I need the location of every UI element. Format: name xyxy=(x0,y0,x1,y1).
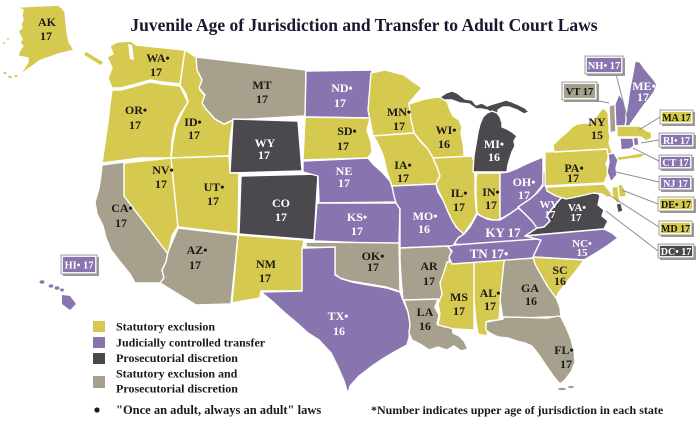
svg-text:AL•: AL• xyxy=(480,286,501,300)
svg-text:GA: GA xyxy=(521,281,539,295)
svg-text:MS: MS xyxy=(450,290,468,304)
svg-text:MI•: MI• xyxy=(484,137,504,151)
svg-text:AZ•: AZ• xyxy=(187,243,208,257)
svg-text:16: 16 xyxy=(418,222,430,236)
svg-text:17: 17 xyxy=(485,198,497,212)
svg-text:17: 17 xyxy=(258,148,270,162)
svg-text:PA•: PA• xyxy=(564,161,583,175)
svg-text:17: 17 xyxy=(351,224,363,238)
svg-text:MD 17: MD 17 xyxy=(661,224,690,235)
svg-text:15: 15 xyxy=(577,247,589,259)
svg-text:CT 17: CT 17 xyxy=(662,158,688,169)
svg-text:ND•: ND• xyxy=(331,81,353,95)
svg-text:17: 17 xyxy=(129,118,141,132)
svg-text:TX•: TX• xyxy=(328,309,349,323)
svg-text:16: 16 xyxy=(419,319,431,333)
svg-text:WA•: WA• xyxy=(146,51,170,65)
svg-text:17: 17 xyxy=(115,216,127,230)
svg-text:WV: WV xyxy=(540,199,559,211)
svg-text:MO•: MO• xyxy=(413,209,438,223)
svg-text:NE: NE xyxy=(336,164,353,178)
svg-text:17: 17 xyxy=(337,139,349,153)
svg-text:17: 17 xyxy=(560,357,572,371)
svg-text:17: 17 xyxy=(571,212,583,224)
svg-text:16: 16 xyxy=(438,137,450,151)
svg-text:IA•: IA• xyxy=(394,158,412,172)
svg-text:NV•: NV• xyxy=(152,163,174,177)
svg-text:NH• 17: NH• 17 xyxy=(588,61,621,72)
svg-text:KY 17: KY 17 xyxy=(485,225,521,240)
svg-text:WI•: WI• xyxy=(436,123,457,137)
svg-text:AR: AR xyxy=(420,259,438,273)
svg-text:17: 17 xyxy=(518,188,530,202)
svg-text:TN 17•: TN 17• xyxy=(470,246,509,261)
svg-text:LA: LA xyxy=(417,305,434,319)
svg-text:OR•: OR• xyxy=(125,103,147,117)
svg-text:17: 17 xyxy=(453,304,465,318)
svg-text:WY: WY xyxy=(255,136,276,150)
svg-text:ME•: ME• xyxy=(632,79,656,93)
svg-text:17: 17 xyxy=(188,128,200,142)
svg-text:SD•: SD• xyxy=(337,124,357,138)
svg-text:17: 17 xyxy=(207,194,219,208)
svg-text:Judicially controlled transfer: Judicially controlled transfer xyxy=(116,336,266,350)
svg-text:OH•: OH• xyxy=(513,175,536,189)
svg-text:Statutory exclusion and: Statutory exclusion and xyxy=(116,367,238,381)
svg-text:*Number indicates upper age of: *Number indicates upper age of jurisdict… xyxy=(371,403,664,417)
svg-text:17: 17 xyxy=(397,171,409,185)
svg-text:17: 17 xyxy=(259,271,271,285)
svg-text:17: 17 xyxy=(567,171,579,185)
svg-text:IL•: IL• xyxy=(451,186,468,200)
svg-text:ID•: ID• xyxy=(184,115,202,129)
svg-text:17: 17 xyxy=(256,92,268,106)
svg-text:17: 17 xyxy=(484,299,496,313)
svg-text:17: 17 xyxy=(453,200,465,214)
svg-text:16: 16 xyxy=(333,324,345,338)
svg-text:17: 17 xyxy=(545,209,557,221)
svg-text:Juvenile Age of Jurisdiction a: Juvenile Age of Jurisdiction and Transfe… xyxy=(130,15,597,35)
svg-text:16: 16 xyxy=(525,294,537,308)
svg-text:UT•: UT• xyxy=(204,180,225,194)
svg-text:VA•: VA• xyxy=(568,202,586,214)
svg-text:DE• 17: DE• 17 xyxy=(661,200,691,211)
svg-text:17: 17 xyxy=(155,177,167,191)
svg-text:17: 17 xyxy=(637,90,649,104)
svg-text:NY: NY xyxy=(588,115,606,129)
svg-text:CO: CO xyxy=(272,196,290,210)
svg-text:VT 17: VT 17 xyxy=(566,87,594,98)
svg-text:17: 17 xyxy=(393,119,405,133)
svg-text:AK: AK xyxy=(38,15,57,29)
svg-text:17: 17 xyxy=(367,260,379,274)
svg-text:MT: MT xyxy=(252,78,271,92)
svg-text:HI• 17: HI• 17 xyxy=(64,260,93,271)
svg-text:16: 16 xyxy=(488,150,500,164)
svg-text:NC•: NC• xyxy=(572,238,592,250)
svg-text:Prosecutorial discretion: Prosecutorial discretion xyxy=(116,351,238,365)
svg-text:RI• 17: RI• 17 xyxy=(663,136,690,147)
svg-text:SC: SC xyxy=(552,263,567,277)
svg-text:MA 17: MA 17 xyxy=(662,113,691,124)
svg-text:NM: NM xyxy=(256,257,276,271)
svg-text:IN•: IN• xyxy=(482,185,500,199)
svg-text:OK•: OK• xyxy=(362,249,385,263)
svg-text:17: 17 xyxy=(275,210,287,224)
svg-text:17: 17 xyxy=(189,258,201,272)
svg-text:CA•: CA• xyxy=(111,201,133,215)
svg-text:17: 17 xyxy=(334,96,346,110)
svg-text:17: 17 xyxy=(40,29,52,43)
svg-text:17: 17 xyxy=(423,274,435,288)
svg-text:DC• 17: DC• 17 xyxy=(661,247,691,258)
svg-text:15: 15 xyxy=(591,128,603,142)
svg-text:17: 17 xyxy=(338,176,350,190)
svg-text:FL•: FL• xyxy=(554,343,574,357)
svg-text:MN•: MN• xyxy=(387,105,411,119)
svg-text:"Once an adult, always an adul: "Once an adult, always an adult" laws xyxy=(116,403,321,417)
svg-text:KS•: KS• xyxy=(347,210,367,224)
svg-text:NJ 17: NJ 17 xyxy=(663,179,688,190)
svg-text:17: 17 xyxy=(150,65,162,79)
svg-text:16: 16 xyxy=(554,274,566,288)
svg-text:Prosecutorial discretion: Prosecutorial discretion xyxy=(116,382,238,396)
svg-text:Statutory exclusion: Statutory exclusion xyxy=(116,320,215,334)
